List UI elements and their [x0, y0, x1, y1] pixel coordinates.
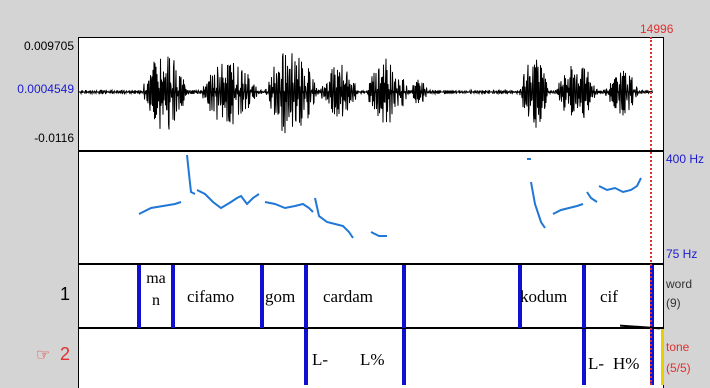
word-boundary[interactable]	[402, 265, 406, 329]
waveform-ymax-label: 0.009705	[23, 39, 74, 53]
pitch-segment	[598, 177, 642, 194]
pitch-segment	[370, 231, 387, 237]
pitch-segment	[186, 154, 196, 195]
waveform-panel[interactable]	[78, 37, 664, 151]
pitch-max-label: 400 Hz	[666, 152, 705, 166]
tone-boundary[interactable]	[304, 329, 308, 385]
tone-boundary[interactable]	[402, 329, 406, 385]
tone-boundary[interactable]	[650, 329, 654, 385]
word-tier[interactable]	[78, 264, 664, 328]
waveform-trace	[79, 53, 653, 134]
tone-boundary[interactable]	[582, 329, 586, 385]
pitch-segment	[138, 201, 182, 215]
tone-label[interactable]: H%	[613, 354, 640, 373]
word-boundary[interactable]	[650, 265, 654, 329]
tone-tier[interactable]	[78, 328, 664, 388]
pitch-segment	[196, 189, 260, 210]
tier-1-count: (9)	[666, 296, 681, 310]
pitch-segment	[552, 203, 584, 215]
pitch-track-plot	[138, 154, 642, 239]
pointer-hand-icon: ☞	[36, 347, 51, 364]
pitch-min-label: 75 Hz	[666, 247, 698, 261]
tier-1-name: word	[666, 277, 693, 291]
pitch-segment	[586, 191, 598, 203]
tier-selection-marker	[661, 329, 664, 385]
word-boundary[interactable]	[304, 265, 308, 329]
tier-2-number: 2	[60, 344, 71, 364]
word-label[interactable]: cifamo	[187, 287, 235, 306]
pitch-segment	[264, 201, 314, 213]
word-boundary[interactable]	[518, 265, 522, 329]
tier-1-number: 1	[60, 284, 71, 304]
word-boundary[interactable]	[582, 265, 586, 329]
waveform-ymin-label: -0.0116	[34, 131, 74, 145]
word-boundary[interactable]	[260, 265, 264, 329]
pitch-segment	[314, 197, 354, 239]
waveform-ymid-label: 0.0004549	[17, 82, 74, 96]
tone-label[interactable]: L-	[588, 354, 605, 373]
pitch-panel[interactable]	[78, 151, 664, 264]
pitch-segment	[530, 181, 546, 229]
tone-label[interactable]: L%	[360, 350, 385, 369]
word-label[interactable]: cardam	[323, 287, 374, 306]
time-cursor[interactable]	[650, 37, 652, 385]
word-label[interactable]: cif	[600, 287, 618, 306]
cursor-sample-label: 14996	[640, 22, 674, 36]
tone-label[interactable]: L-	[312, 350, 329, 369]
word-label[interactable]: kodum	[520, 287, 568, 306]
word-label[interactable]: gom	[265, 287, 296, 306]
word-boundary[interactable]	[137, 265, 141, 329]
waveform-plot	[79, 53, 653, 134]
word-boundary[interactable]	[171, 265, 175, 329]
word-label[interactable]: ma n	[146, 270, 166, 309]
tier-2-name: tone	[666, 340, 690, 354]
tier-2-count: (5/5)	[666, 361, 691, 375]
